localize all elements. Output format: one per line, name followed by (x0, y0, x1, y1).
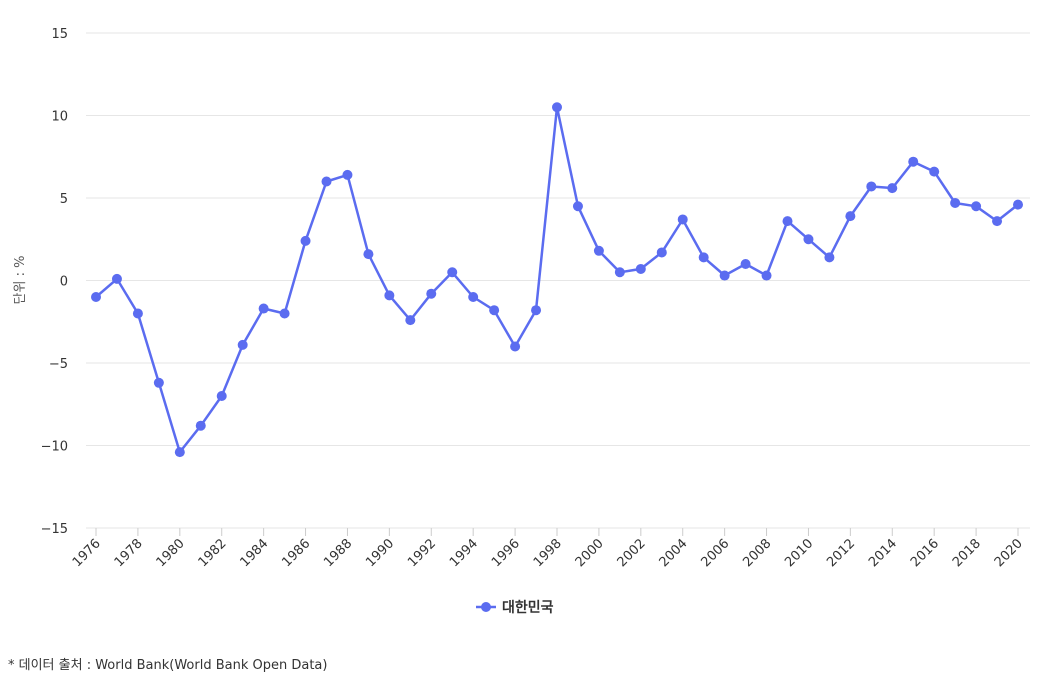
x-tick-label: 2006 (698, 536, 732, 570)
x-tick-label: 2018 (950, 536, 984, 570)
grid-lines (86, 32, 1030, 529)
legend-swatch-dot (481, 602, 491, 612)
x-tick-label: 1986 (279, 536, 313, 570)
data-point[interactable] (992, 216, 1003, 227)
data-point[interactable] (321, 176, 332, 187)
x-tick-label: 2008 (740, 536, 774, 570)
data-point[interactable] (719, 270, 730, 281)
x-tick-label: 1998 (531, 536, 565, 570)
x-tick-label: 1992 (405, 536, 439, 570)
x-tick-label: 2016 (908, 536, 942, 570)
data-point[interactable] (698, 252, 709, 263)
data-point[interactable] (510, 341, 521, 352)
data-point[interactable] (531, 305, 542, 316)
x-tick-label: 2000 (573, 536, 607, 570)
data-point[interactable] (258, 303, 269, 314)
data-point[interactable] (195, 420, 206, 431)
data-point[interactable] (132, 308, 143, 319)
x-tick-label: 2012 (824, 536, 858, 570)
x-tick-label: 1978 (112, 536, 146, 570)
data-point[interactable] (677, 214, 688, 225)
x-tick-label: 1984 (237, 536, 271, 570)
x-tick-label: 2020 (992, 536, 1026, 570)
data-source-note: * 데이터 출처 : World Bank(World Bank Open Da… (8, 658, 328, 673)
y-tick-label: 0 (60, 275, 68, 290)
y-tick-label: −15 (41, 522, 68, 537)
x-axis-ticks: 1976 1978 1980 1982 1984 1986 1988 1990 1992 1994… (70, 528, 1026, 570)
data-point[interactable] (1013, 199, 1023, 210)
x-tick-label: 1996 (489, 536, 523, 570)
x-tick-label: 2014 (866, 536, 900, 570)
data-point[interactable] (468, 292, 479, 302)
data-point[interactable] (489, 305, 500, 316)
data-point[interactable] (405, 315, 416, 326)
x-tick-label: 1990 (363, 536, 397, 570)
x-tick-label: 1994 (447, 536, 481, 570)
data-point[interactable] (237, 339, 248, 350)
data-point[interactable] (572, 201, 583, 212)
data-point[interactable] (614, 267, 625, 278)
series-line (95, 106, 1019, 454)
series-layer (91, 102, 1023, 458)
data-point[interactable] (866, 181, 877, 192)
data-point[interactable] (91, 292, 101, 302)
y-tick-label: −5 (49, 357, 68, 372)
x-tick-label: 1988 (321, 536, 355, 570)
y-tick-label: 15 (51, 27, 68, 42)
data-point[interactable] (782, 216, 793, 227)
data-point[interactable] (929, 166, 940, 177)
x-tick-label: 1976 (70, 536, 104, 570)
data-point[interactable] (824, 252, 835, 263)
x-tick-label: 1980 (154, 536, 188, 570)
y-tick-label: 10 (51, 110, 68, 125)
data-point[interactable] (761, 270, 772, 281)
data-point[interactable] (887, 183, 898, 194)
data-point[interactable] (111, 273, 122, 284)
y-tick-label: −10 (41, 440, 68, 455)
x-tick-label: 1982 (196, 536, 230, 570)
data-point[interactable] (279, 308, 290, 319)
y-axis-ticks: 15 10 5 0 −5 −10 −15 (41, 27, 68, 537)
y-tick-label: 5 (60, 192, 68, 207)
data-point[interactable] (447, 267, 458, 278)
data-point[interactable] (342, 169, 353, 180)
x-tick-label: 2010 (782, 536, 816, 570)
data-point[interactable] (216, 391, 227, 401)
data-point[interactable] (300, 235, 311, 246)
data-point[interactable] (803, 234, 814, 245)
data-point[interactable] (593, 245, 604, 256)
data-point[interactable] (552, 102, 562, 113)
data-point[interactable] (656, 247, 667, 258)
x-tick-label: 2004 (657, 536, 691, 570)
data-point[interactable] (426, 288, 437, 299)
data-point[interactable] (635, 263, 646, 274)
y-axis-label: 단위 : % (13, 256, 28, 305)
data-point[interactable] (363, 249, 374, 260)
data-point[interactable] (153, 377, 164, 388)
data-point[interactable] (174, 447, 185, 458)
data-point[interactable] (971, 201, 982, 212)
data-point[interactable] (950, 197, 961, 208)
legend[interactable]: 대한민국 (476, 599, 554, 616)
data-point[interactable] (845, 211, 856, 222)
data-point[interactable] (384, 290, 395, 301)
data-point[interactable] (908, 156, 919, 167)
legend-label: 대한민국 (502, 599, 554, 616)
x-tick-label: 2002 (615, 536, 649, 570)
data-point[interactable] (740, 259, 751, 269)
